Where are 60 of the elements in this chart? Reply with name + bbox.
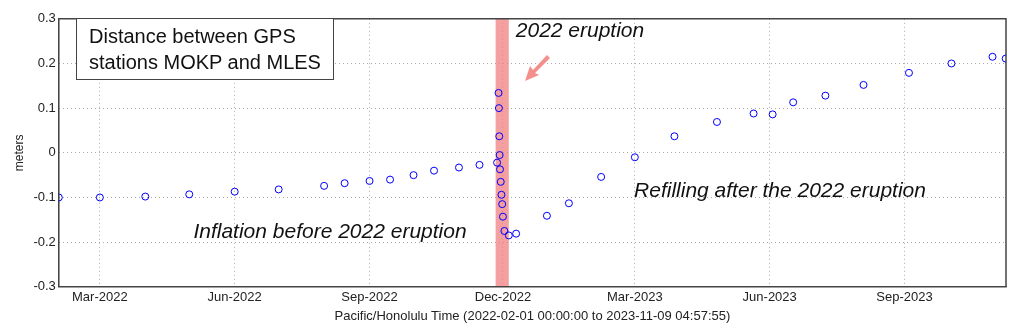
point (494, 104, 503, 113)
point (904, 68, 913, 77)
point (141, 192, 150, 201)
point (320, 181, 329, 190)
point (789, 98, 798, 107)
x-tick-label: Mar-2023 (607, 289, 663, 305)
point (712, 117, 721, 126)
point (493, 158, 502, 167)
point (495, 151, 504, 160)
y-axis-title: meters (11, 134, 26, 172)
point (386, 175, 395, 184)
point (498, 200, 507, 209)
point (564, 199, 573, 208)
annotation: 2022 eruption (515, 18, 645, 42)
point (498, 212, 507, 221)
x-tick-label: Dec-2022 (474, 289, 532, 305)
x-tick-label: Sep-2022 (341, 289, 398, 305)
point (768, 110, 777, 119)
point (504, 231, 513, 240)
x-tick-label: Mar-2022 (72, 289, 128, 305)
point (95, 193, 104, 202)
point (340, 179, 349, 188)
point (274, 185, 283, 194)
point (630, 153, 639, 162)
point (947, 59, 956, 68)
y-tick-label: 0.3 (37, 10, 56, 26)
point (430, 166, 439, 175)
point (475, 160, 484, 169)
point (409, 171, 418, 180)
y-tick-label: -0.3 (33, 278, 56, 294)
point (185, 190, 194, 199)
y-tick-label: 0.2 (37, 55, 56, 71)
point (597, 172, 606, 181)
x-tick-label: Jun-2023 (742, 289, 797, 305)
point (500, 226, 509, 235)
x-axis-title: Pacific/Honolulu Time (2022-02-01 00:00:00 to 2023-11-09 04:57:55) (334, 307, 731, 323)
point (512, 229, 521, 238)
point (542, 211, 551, 220)
annotation: Inflation before 2022 eruption (193, 219, 467, 243)
point (988, 52, 997, 61)
point (494, 88, 503, 97)
x-tick-label: Jun-2022 (207, 289, 262, 305)
y-tick-label: -0.2 (33, 233, 56, 249)
point (496, 177, 505, 186)
point (670, 132, 679, 141)
y-tick-label: 0 (48, 144, 56, 160)
x-tick-label: Sep-2023 (876, 289, 933, 305)
point (365, 176, 374, 185)
point (859, 80, 868, 89)
point (749, 109, 758, 118)
point (495, 132, 504, 141)
point (454, 163, 463, 172)
text: Distance between GPS stations MOKP and MLES (76, 18, 334, 80)
annotation: Refilling after the 2022 eruption (634, 178, 926, 202)
point (496, 165, 504, 174)
y-tick-label: 0.1 (37, 99, 56, 115)
point (230, 187, 239, 196)
point (497, 190, 506, 199)
point (821, 91, 830, 100)
y-tick-label: -0.1 (33, 189, 56, 205)
